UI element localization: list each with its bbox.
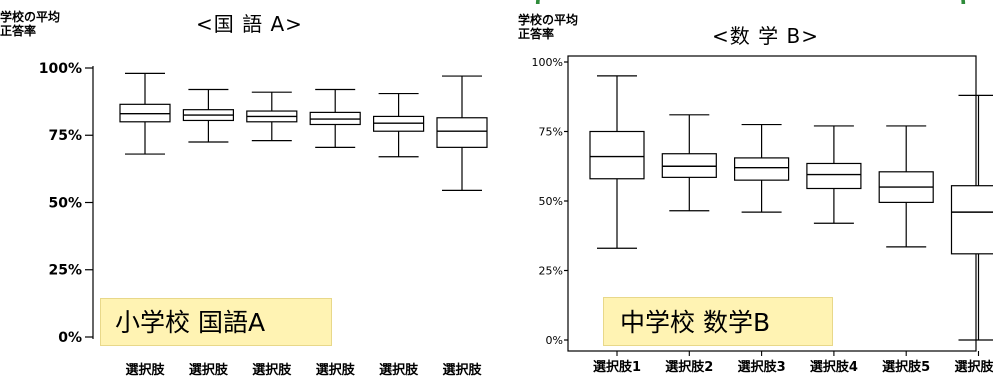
box-iqr	[734, 157, 790, 181]
left-y-axis-title: 学校の平均 正答率	[0, 10, 61, 38]
right-y-axis-title: 学校の平均 正答率	[518, 13, 579, 41]
x-tick-label: 選択肢1	[593, 359, 641, 375]
right-box-plot: 0% 25% 50% 75% 100% 選択肢1 選択肢2 選択肢3 選択肢4 選択肢5 選択肢6	[532, 55, 993, 375]
y-tick-label: 25%	[539, 264, 563, 277]
x-tick-label: 選択肢4	[810, 359, 858, 375]
right-chart-title: <数 学 B>	[712, 24, 819, 48]
box-iqr	[436, 117, 488, 148]
y-tick-label: 25%	[48, 263, 82, 279]
x-tick-label: 選択肢	[379, 362, 419, 378]
y-tick-label: 75%	[48, 128, 82, 144]
y-tick-label: 0%	[58, 330, 82, 346]
right-chart-label: 中学校 数学B	[603, 297, 833, 346]
y-tick-label: 75%	[539, 125, 563, 138]
y-tick-label: 100%	[39, 61, 82, 77]
left-chart-title: <国 語 A>	[196, 12, 303, 36]
top-right-paren: )	[957, 0, 967, 4]
left-chart-panel: 学校の平均 正答率 <国 語 A> 0% 25% 50% 75% 100% 選択肢 選択肢 選…	[0, 10, 488, 378]
left-chart-label: 小学校 国語A	[100, 298, 332, 346]
x-tick-label: 選択肢	[252, 362, 292, 378]
x-tick-label: 選択肢6	[954, 359, 993, 375]
box-iqr	[950, 185, 993, 255]
y-tick-label: 0%	[546, 334, 563, 347]
right-chart-panel: 学校の平均 正答率 <数 学 B> 0% 25% 50% 75% 100% 選択肢1 選択肢…	[518, 0, 993, 382]
x-tick-label: 選択肢	[316, 362, 356, 378]
y-tick-label: 50%	[48, 195, 82, 211]
x-tick-label: 選択肢2	[665, 359, 713, 375]
box-iqr	[589, 130, 645, 180]
x-tick-label: 選択肢3	[738, 359, 786, 375]
top-left-paren: (	[534, 0, 544, 4]
x-tick-label: 選択肢	[189, 362, 229, 378]
x-tick-label: 選択肢5	[882, 359, 930, 375]
x-tick-label: 選択肢	[125, 362, 165, 378]
top-text-strip: ( )	[0, 0, 993, 4]
y-tick-label: 100%	[532, 56, 563, 69]
x-tick-label: 選択肢	[442, 362, 482, 378]
left-box-plot: 0% 25% 50% 75% 100% 選択肢 選択肢 選択肢 選択肢 選択肢 選択肢	[39, 61, 488, 378]
box-iqr	[806, 162, 862, 190]
y-tick-label: 50%	[539, 195, 563, 208]
